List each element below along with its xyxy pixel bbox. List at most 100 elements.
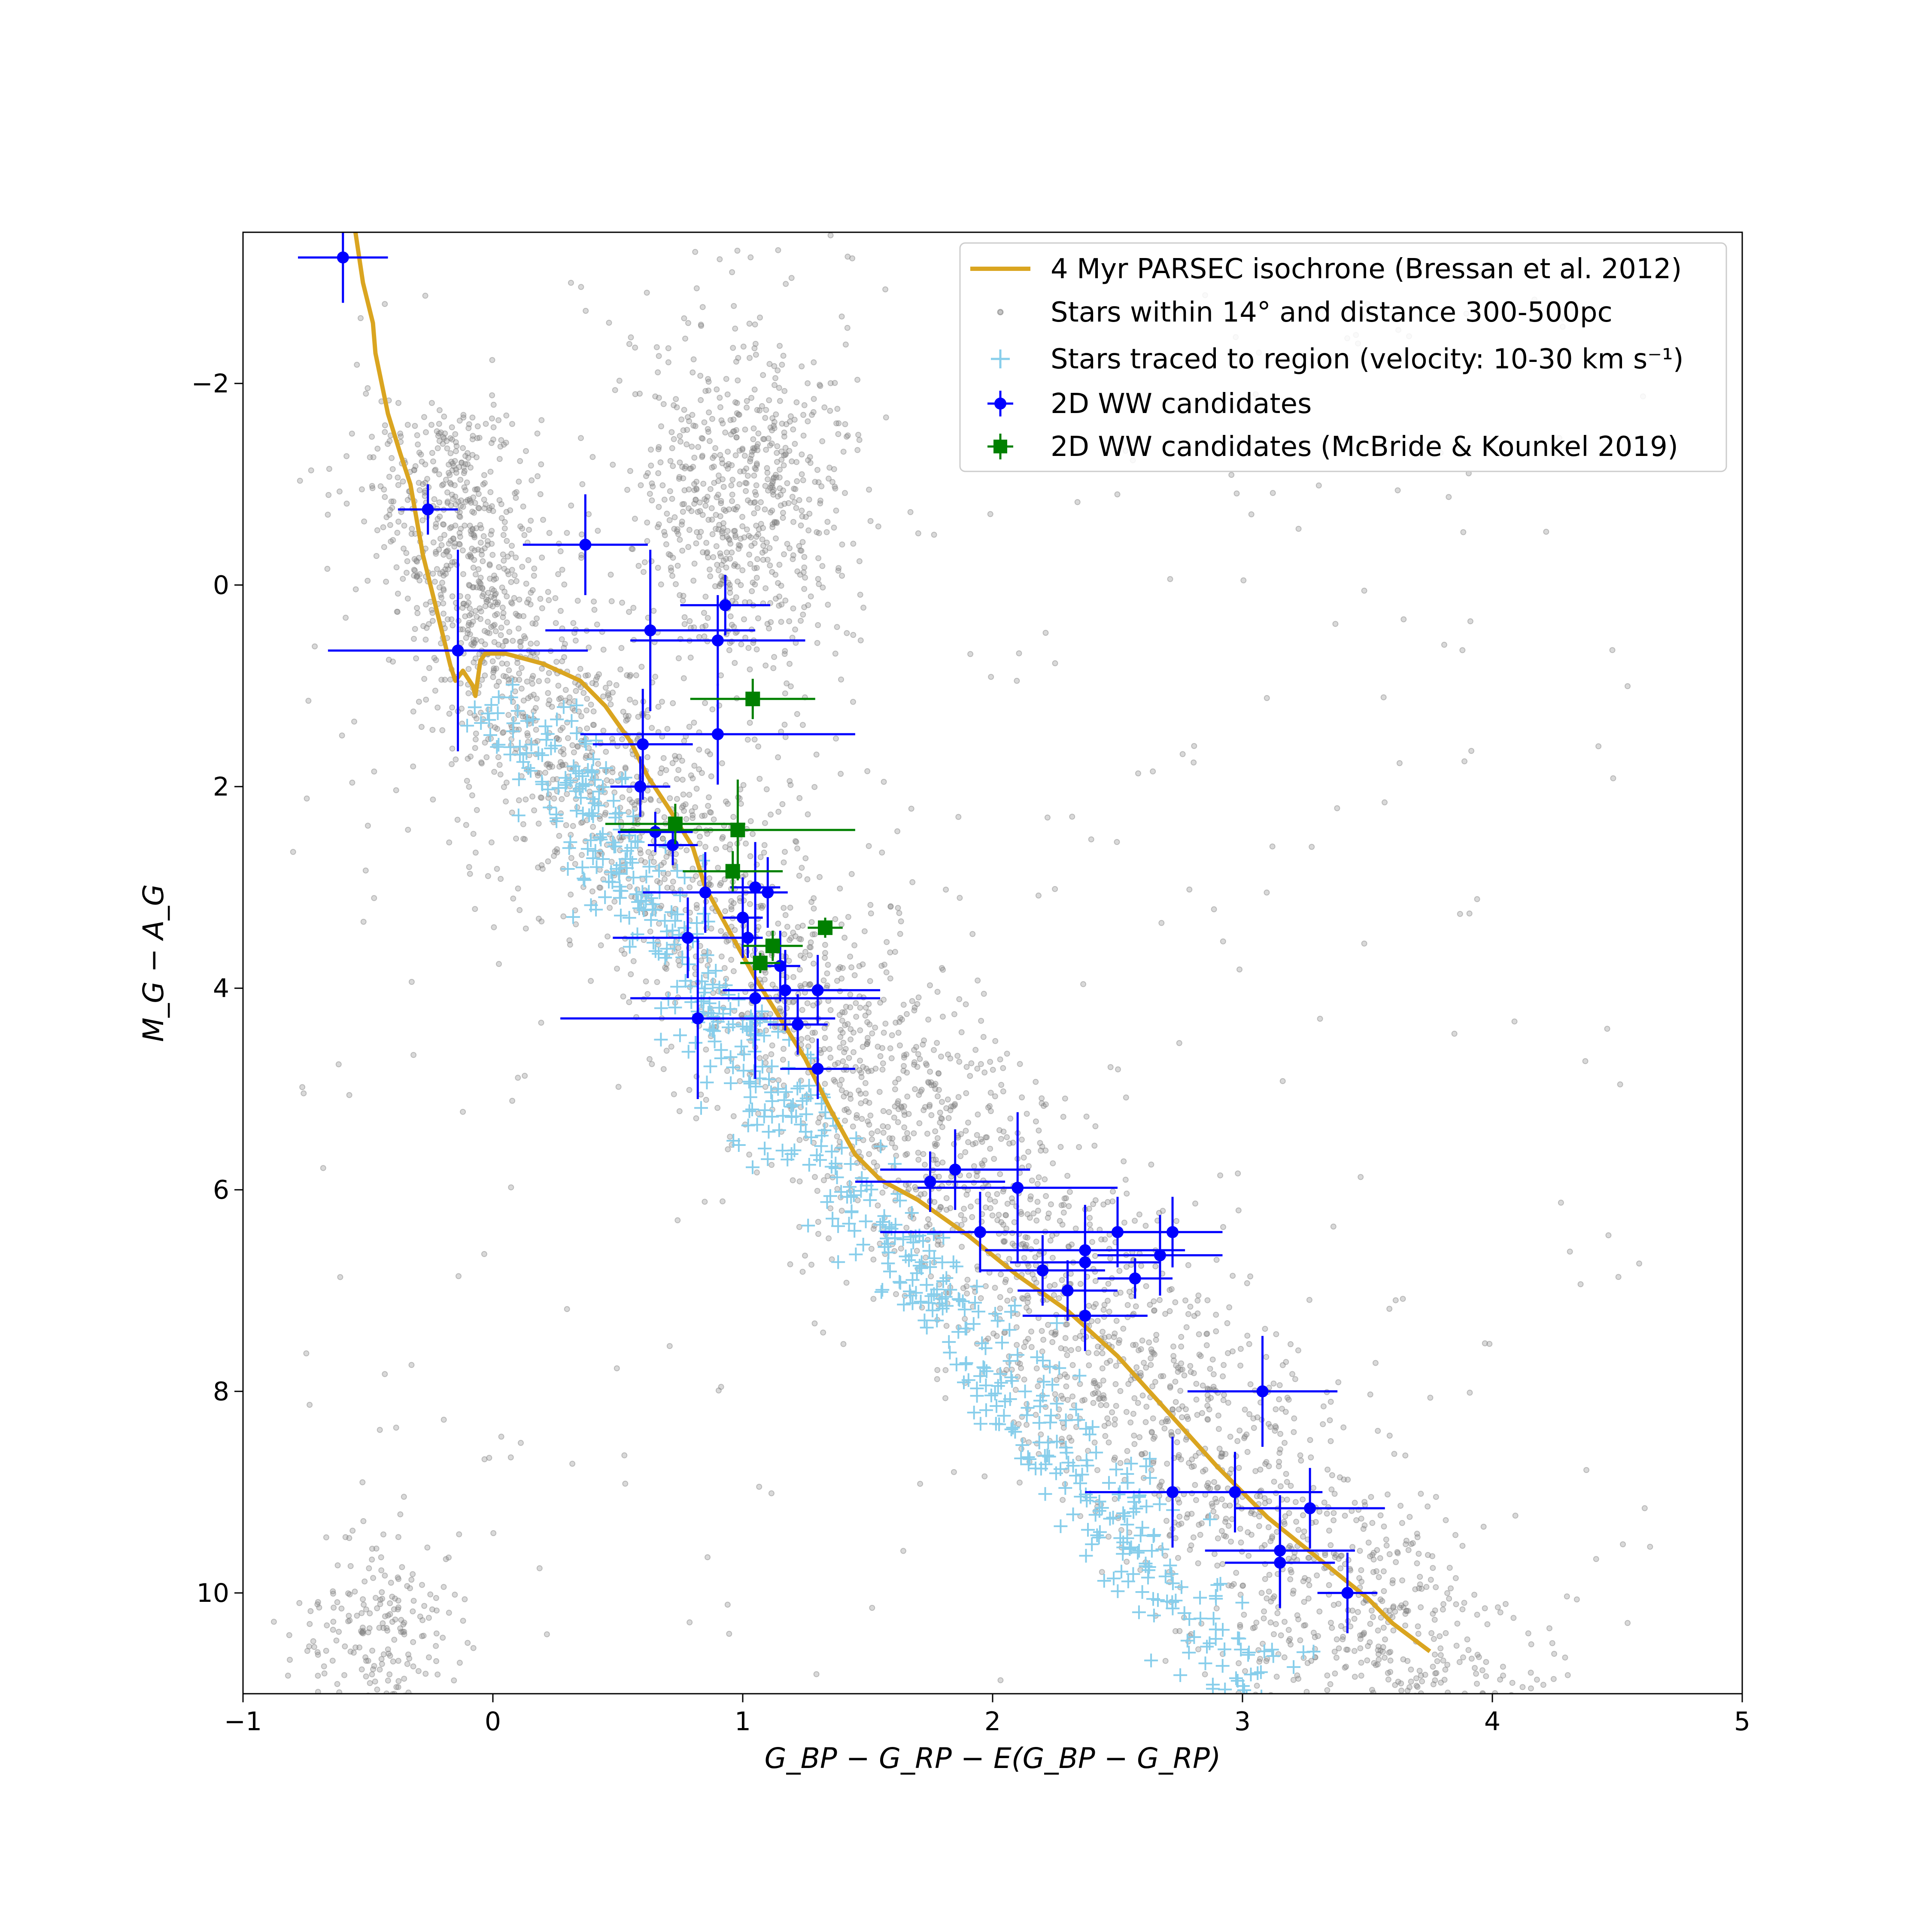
- field-star-point: [730, 345, 736, 351]
- field-star-point: [1075, 1346, 1081, 1352]
- field-star-point: [449, 467, 456, 474]
- field-star-point: [1089, 1239, 1095, 1245]
- field-star-point: [1004, 1297, 1011, 1304]
- field-star-point: [724, 1027, 731, 1034]
- field-star-point: [1381, 1588, 1387, 1594]
- field-star-point: [1234, 1438, 1241, 1444]
- field-star-point: [1024, 1299, 1031, 1306]
- field-star-point: [709, 465, 715, 471]
- field-star-point: [429, 618, 436, 624]
- field-star-point: [422, 636, 429, 643]
- field-star-point: [660, 1066, 667, 1072]
- field-star-point: [1099, 1365, 1106, 1372]
- field-star-point: [708, 505, 715, 511]
- field-star-point: [1564, 1593, 1570, 1600]
- field-star-point: [1295, 1676, 1302, 1682]
- field-star-point: [635, 563, 642, 569]
- field-star-point: [990, 1331, 996, 1337]
- field-star-point: [974, 1132, 980, 1138]
- field-star-point: [1000, 1065, 1006, 1071]
- field-star-point: [841, 1093, 847, 1100]
- field-star-point: [1416, 1668, 1423, 1674]
- field-star-point: [725, 449, 731, 455]
- field-star-point: [504, 593, 510, 600]
- field-star-point: [1191, 743, 1197, 749]
- field-star-point: [610, 462, 616, 468]
- field-star-point: [945, 1096, 951, 1103]
- field-star-point: [1377, 1555, 1383, 1561]
- field-star-point: [1188, 1542, 1194, 1549]
- field-star-point: [840, 1058, 846, 1064]
- field-star-point: [1102, 1433, 1109, 1439]
- field-star-point: [1147, 1302, 1153, 1308]
- field-star-point: [897, 1015, 904, 1021]
- field-star-point: [393, 787, 399, 793]
- field-star-point: [913, 1044, 920, 1050]
- field-star-point: [901, 1109, 907, 1115]
- field-star-point: [1060, 1395, 1066, 1402]
- field-star-point: [579, 531, 585, 538]
- field-star-point: [538, 1020, 544, 1026]
- field-star-point: [774, 520, 780, 526]
- field-star-point: [857, 1057, 863, 1064]
- field-star-point: [425, 1615, 432, 1621]
- field-star-point: [1151, 1298, 1157, 1304]
- field-star-point: [480, 558, 486, 565]
- field-star-point: [1383, 1542, 1390, 1549]
- field-star-point: [875, 1202, 881, 1209]
- field-star-point: [1230, 1348, 1236, 1355]
- field-star-point: [444, 548, 450, 555]
- field-star-point: [475, 566, 482, 572]
- field-star-point: [460, 445, 466, 451]
- field-star-point: [1459, 1543, 1466, 1549]
- field-star-point: [442, 430, 448, 437]
- field-star-point: [440, 1416, 447, 1423]
- field-star-point: [1025, 1263, 1032, 1269]
- field-star-point: [756, 776, 763, 782]
- field-star-point: [901, 1124, 908, 1130]
- field-star-point: [698, 957, 704, 964]
- field-star-point: [846, 1055, 852, 1061]
- field-star-point: [731, 562, 737, 569]
- field-star-point: [751, 386, 758, 393]
- field-star-point: [387, 1611, 393, 1617]
- field-star-point: [798, 936, 804, 942]
- field-star-point: [720, 484, 727, 490]
- field-star-point: [1430, 1681, 1437, 1688]
- field-star-point: [705, 516, 712, 523]
- field-star-point: [915, 1051, 921, 1057]
- field-star-point: [461, 601, 467, 607]
- field-star-point: [629, 546, 636, 552]
- field-star-point: [654, 878, 660, 884]
- field-star-point: [380, 1531, 386, 1537]
- field-star-point: [892, 1103, 898, 1109]
- field-star-point: [954, 1053, 961, 1059]
- field-star-point: [464, 778, 470, 784]
- field-star-point: [429, 610, 436, 616]
- field-star-point: [837, 964, 843, 970]
- field-star-point: [412, 568, 418, 574]
- field-star-point: [437, 429, 444, 436]
- field-star-point: [1112, 1416, 1118, 1422]
- field-star-point: [850, 699, 856, 705]
- field-star-point: [1247, 1273, 1254, 1279]
- field-star-point: [734, 410, 740, 416]
- field-star-point: [1315, 482, 1322, 489]
- field-star-point: [498, 624, 504, 631]
- field-star-point: [1048, 1330, 1055, 1336]
- field-star-point: [1452, 1575, 1459, 1581]
- field-star-point: [499, 584, 505, 591]
- field-star-point: [382, 494, 388, 500]
- field-star-point: [987, 1205, 993, 1211]
- field-star-point: [1130, 1411, 1136, 1417]
- field-star-point: [422, 461, 428, 468]
- field-star-point: [679, 547, 686, 554]
- field-star-point: [1373, 1568, 1380, 1574]
- field-star-point: [596, 884, 603, 891]
- field-star-point: [1240, 1583, 1246, 1589]
- field-star-point: [677, 438, 683, 445]
- field-star-point: [980, 1034, 987, 1040]
- field-star-point: [1593, 1556, 1599, 1562]
- field-star-point: [516, 797, 522, 803]
- field-star-point: [1175, 1428, 1181, 1435]
